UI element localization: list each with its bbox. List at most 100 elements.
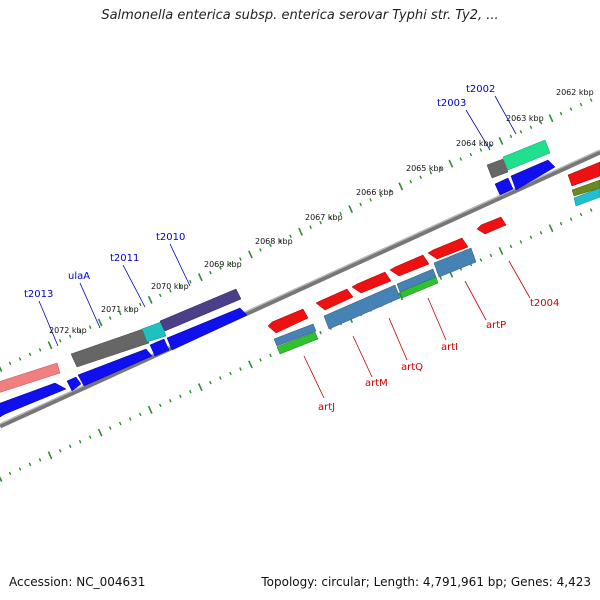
ruler-tick: [579, 212, 583, 217]
ruler-tick: [38, 458, 42, 462]
leader-lines: [38, 95, 531, 399]
ruler-tick: [259, 358, 262, 362]
outer-track-features: [0, 139, 600, 393]
blue-arrows: [0, 159, 556, 418]
ruler-tick: [147, 405, 153, 414]
leader-t2002: [494, 95, 517, 135]
feature-artMQ-steel: [323, 284, 401, 330]
ruler-tick: [569, 217, 573, 221]
ruler-tick: [489, 253, 493, 258]
ruler-tick: [589, 98, 593, 102]
ruler-tick: [569, 107, 573, 111]
blue-arrow-5: [166, 307, 248, 351]
ruler-tick: [479, 148, 483, 152]
gene-labels-red: t2004 artP artI artQ artM artJ: [318, 298, 559, 413]
ruler-tick: [189, 389, 192, 394]
ruler-tick: [489, 143, 493, 148]
gene-label-ulaA: ulaA: [68, 271, 90, 282]
ruler-tick: [0, 366, 3, 372]
ruler-tick: [147, 295, 153, 304]
gene-label-artJ: artJ: [318, 402, 335, 413]
ruler-tick: [509, 134, 513, 139]
ruler-tick: [78, 329, 82, 334]
ruler-tick: [58, 449, 62, 453]
ruler-tick: [539, 120, 543, 125]
ruler-tick: [28, 352, 32, 357]
scale-label: 2062 kbp: [556, 88, 594, 97]
gene-label-t2004: t2004: [530, 298, 559, 309]
red-arrows: [267, 216, 507, 334]
scale-label: 2068 kbp: [255, 237, 293, 246]
ruler-tick: [548, 224, 554, 233]
ruler-tick: [398, 292, 404, 301]
ruler-tick: [559, 221, 563, 226]
ruler-tick: [529, 235, 533, 239]
ruler-tick: [469, 152, 473, 157]
ruler-tick: [197, 383, 203, 392]
scale-label: 2063 kbp: [506, 114, 544, 123]
ruler-tick: [559, 111, 563, 116]
ruler-tick: [439, 276, 443, 280]
leader-artQ: [388, 317, 408, 361]
scale-label: 2064 kbp: [456, 139, 494, 148]
ruler-tick: [229, 261, 232, 266]
ruler-tick: [47, 451, 53, 460]
ruler-tick: [509, 244, 513, 249]
gene-label-t2003: t2003: [437, 98, 466, 109]
scale-label: 2072 kbp: [49, 326, 87, 335]
blue-arrow-6: [494, 177, 514, 196]
feature-artJ-green: [276, 331, 319, 355]
scale-labels: 2062 kbp 2063 kbp 2064 kbp 2065 kbp 2066…: [49, 88, 594, 335]
leader-t2004: [508, 260, 531, 299]
ruler-tick: [88, 435, 92, 439]
ruler-tick: [138, 302, 142, 307]
red-arrow-artQ: [351, 271, 392, 294]
feature-ulaA-gray: [70, 328, 150, 368]
ruler-tick: [319, 330, 322, 335]
feature-artJ-steel: [273, 323, 317, 347]
blue-arrow-1: [0, 382, 67, 418]
ruler-tick: [239, 257, 242, 261]
ruler-tick: [58, 339, 62, 343]
scale-label: 2067 kbp: [305, 213, 343, 222]
gene-label-artP: artP: [486, 320, 506, 331]
gene-label-t2010: t2010: [156, 232, 185, 243]
ruler-tick: [398, 182, 404, 191]
ruler-tick: [269, 243, 272, 248]
feature-edge-red: [567, 161, 600, 187]
topology-text: Topology: circular; Length: 4,791,961 bp…: [261, 575, 591, 589]
ruler-tick: [548, 114, 554, 123]
ruler-tick: [88, 325, 92, 329]
gene-label-t2013: t2013: [24, 289, 53, 300]
ruler-tick: [248, 360, 253, 369]
ruler-tick: [28, 462, 32, 467]
outer-ruler-ticks: [0, 98, 593, 372]
ruler-tick: [38, 348, 42, 352]
ruler-tick: [459, 157, 463, 161]
leader-artI: [427, 297, 447, 341]
ruler-tick: [348, 205, 354, 214]
scale-label: 2069 kbp: [204, 260, 242, 269]
feature-t2002-green: [502, 139, 551, 171]
ruler-tick: [8, 471, 12, 476]
red-arrow-t2004: [476, 216, 507, 235]
ruler-tick: [169, 399, 172, 403]
feature-pink: [0, 362, 61, 393]
genome-backbone: [0, 149, 600, 429]
ruler-tick: [179, 394, 182, 398]
leader-ulaA: [79, 282, 101, 329]
ruler-tick: [589, 208, 593, 212]
ruler-tick: [309, 225, 312, 229]
ruler-tick: [339, 211, 342, 216]
ruler-tick: [448, 159, 454, 168]
ruler-tick: [289, 234, 292, 238]
ruler-tick: [68, 334, 72, 338]
ruler-tick: [279, 239, 282, 243]
inner-track-features: [273, 247, 477, 355]
ruler-tick: [519, 130, 523, 134]
ruler-tick: [529, 125, 533, 129]
ruler-tick: [158, 293, 162, 298]
ruler-tick: [259, 248, 262, 252]
leader-artM: [352, 335, 373, 378]
